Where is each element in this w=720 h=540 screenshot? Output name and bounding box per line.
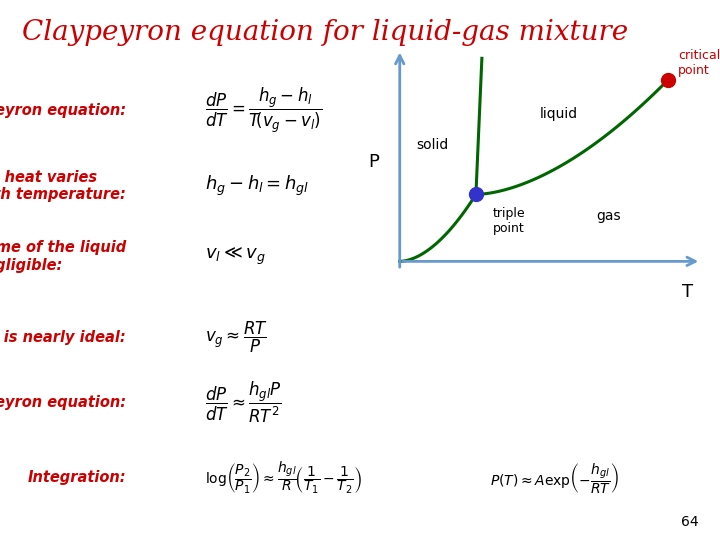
Text: Claypeyron equation:: Claypeyron equation: — [0, 395, 126, 410]
Text: Claypeyron equation for liquid-gas mixture: Claypeyron equation for liquid-gas mixtu… — [22, 19, 628, 46]
Text: Gas is nearly ideal:: Gas is nearly ideal: — [0, 330, 126, 345]
Text: specific volume of the liquid
is negligible:: specific volume of the liquid is negligi… — [0, 240, 126, 273]
Text: $\dfrac{dP}{dT}\approx\dfrac{h_{gl}P}{RT^2}$: $\dfrac{dP}{dT}\approx\dfrac{h_{gl}P}{RT… — [205, 380, 282, 425]
Text: $h_g-h_l=h_{gl}$: $h_g-h_l=h_{gl}$ — [205, 174, 310, 198]
Text: $P(T)\approx A\exp\!\left(-\dfrac{h_{gl}}{RT}\right)$: $P(T)\approx A\exp\!\left(-\dfrac{h_{gl}… — [490, 461, 618, 495]
Text: Latent heat varies
slowly with temperature:: Latent heat varies slowly with temperatu… — [0, 170, 126, 202]
Text: Integration:: Integration: — [27, 470, 126, 485]
Text: T: T — [683, 283, 693, 301]
Text: $\log\!\left(\dfrac{P_2}{P_1}\right)\approx\dfrac{h_{gl}}{R}\!\left(\dfrac{1}{T_: $\log\!\left(\dfrac{P_2}{P_1}\right)\app… — [205, 460, 363, 496]
Text: triple
point: triple point — [492, 207, 525, 235]
Text: 64: 64 — [681, 515, 698, 529]
Text: P: P — [368, 153, 379, 171]
Text: solid: solid — [417, 138, 449, 152]
Text: $\dfrac{dP}{dT}=\dfrac{h_g-h_l}{T\!\left(v_g-v_l\right)}$: $\dfrac{dP}{dT}=\dfrac{h_g-h_l}{T\!\left… — [205, 86, 323, 136]
Text: critical
point: critical point — [678, 49, 720, 77]
Text: $v_g\approx\dfrac{RT}{P}$: $v_g\approx\dfrac{RT}{P}$ — [205, 320, 268, 355]
Text: gas: gas — [596, 209, 621, 223]
Text: liquid: liquid — [540, 107, 577, 122]
Text: Claypeyron equation:: Claypeyron equation: — [0, 103, 126, 118]
Text: $v_l\ll v_g$: $v_l\ll v_g$ — [205, 246, 266, 267]
